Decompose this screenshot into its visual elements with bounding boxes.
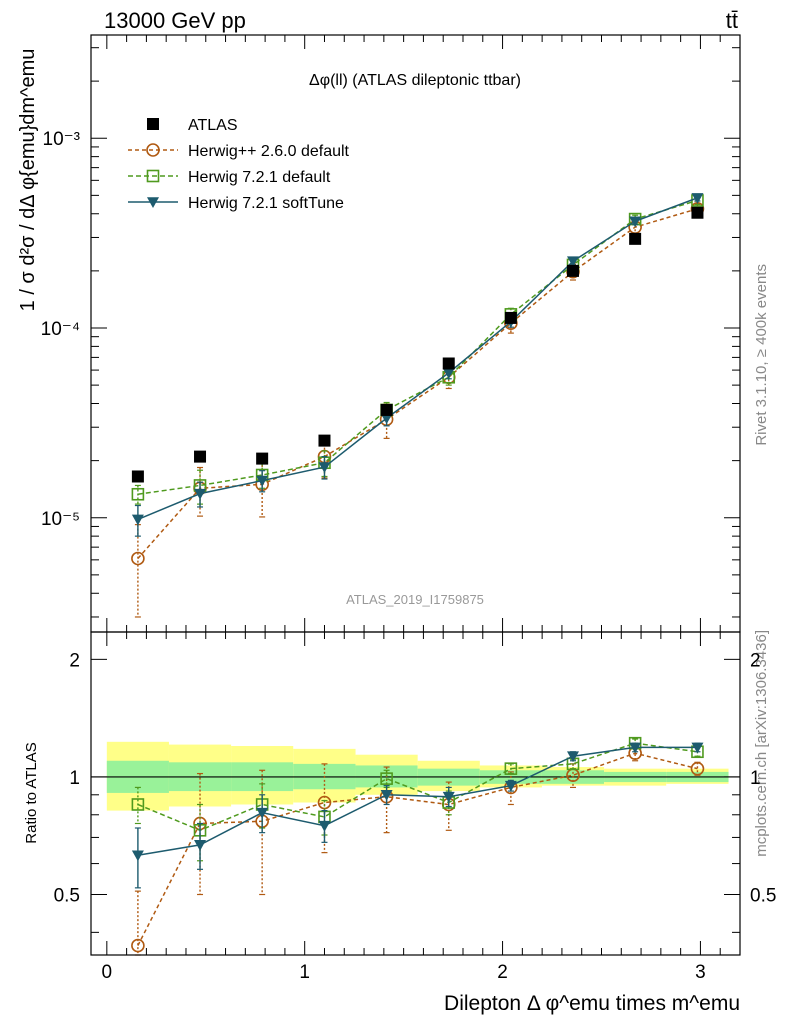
- data-point: [690, 761, 705, 776]
- series-herwig-7-2-1-softtune: [131, 742, 704, 889]
- data-point: [380, 772, 393, 785]
- process-label: tt̄: [726, 8, 738, 33]
- x-tick-label: 0: [102, 962, 113, 983]
- y-tick-label-right: 1: [750, 768, 761, 789]
- data-point: [147, 118, 159, 130]
- data-point: [318, 820, 331, 832]
- y-tick-label: 0.5: [54, 886, 80, 907]
- series-line: [137, 197, 698, 521]
- data-point: [691, 206, 704, 219]
- x-tick-label: 3: [695, 962, 706, 983]
- y-tick-label: 1: [69, 768, 80, 789]
- y-axis-label: 1 / σ d²σ / dΔ φ{emu}dm^emu: [17, 49, 39, 312]
- data-point: [256, 807, 269, 819]
- data-point: [691, 742, 704, 754]
- x-tick-label: 2: [497, 962, 508, 983]
- series-herwig-7-2-1-softtune: [131, 193, 704, 537]
- legend-label: ATLAS: [188, 117, 238, 134]
- y-tick-label-right: 2: [750, 650, 761, 671]
- data-point: [131, 514, 144, 526]
- data-point: [317, 795, 332, 810]
- data-point: [442, 791, 455, 803]
- data-point: [194, 840, 207, 851]
- data-point: [504, 780, 517, 792]
- data-point: [318, 434, 331, 447]
- data-point: [380, 413, 393, 425]
- watermark: ATLAS_2019_I1759875: [346, 592, 484, 607]
- legend: ATLAS Herwig++ 2.6.0 default Herwig 7.2.1 …: [128, 117, 350, 212]
- y-tick-label-right: 0.5: [750, 886, 776, 907]
- data-point: [131, 798, 145, 811]
- data-point: [629, 216, 642, 228]
- legend-label: Herwig 7.2.1 default: [188, 169, 331, 186]
- data-point: [442, 357, 455, 370]
- x-tick-label: 1: [299, 962, 310, 983]
- series-line: [137, 746, 698, 857]
- data-point: [194, 488, 207, 500]
- ratio-y-axis-label: Ratio to ATLAS: [23, 742, 40, 843]
- source-label: mcplots.cern.ch [arXiv:1306.3436]: [753, 630, 770, 857]
- data-point: [567, 751, 580, 763]
- series-atlas: [131, 206, 704, 483]
- data-point: [131, 487, 145, 501]
- data-point: [567, 256, 580, 268]
- legend-label: Herwig++ 2.6.0 default: [188, 143, 350, 160]
- data-point: [629, 742, 642, 754]
- legend-item: ATLAS: [147, 117, 238, 134]
- rivet-label: Rivet 3.1.10, ≥ 400k events: [753, 264, 770, 446]
- main-title: Δφ(ll) (ATLAS dileptonic ttbar): [309, 72, 521, 89]
- data-point: [442, 368, 455, 379]
- data-point: [504, 311, 517, 324]
- data-point: [146, 169, 160, 183]
- main-panel: 10⁻⁵ 10⁻⁴ 10⁻³ Δφ(ll) (ATLAS dileptonic tt…: [17, 34, 741, 633]
- legend-label: Herwig 7.2.1 softTune: [188, 195, 344, 212]
- series-line: [137, 752, 698, 946]
- data-point: [380, 789, 393, 801]
- energy-label: 13000 GeV pp: [104, 8, 246, 33]
- series-line: [137, 742, 698, 832]
- y-tick-label: 10⁻³: [43, 129, 81, 150]
- data-point: [629, 232, 642, 245]
- data-point: [567, 264, 580, 277]
- data-point: [566, 768, 580, 783]
- data-point: [380, 403, 393, 416]
- legend-item: Herwig 7.2.1 softTune: [128, 195, 344, 212]
- ratio-frame: [90, 631, 741, 956]
- data-point: [131, 938, 145, 953]
- data-point: [256, 475, 269, 487]
- data-point: [194, 450, 207, 463]
- data-point: [147, 197, 159, 208]
- y-tick-label: 2: [69, 650, 80, 671]
- ratio-panel: 0 1 2 3 0.5 0.5 1 1 2 2 Ratio to ATLAS Dilepton Δ…: [23, 631, 776, 1015]
- legend-item: Herwig 7.2.1 default: [128, 169, 331, 186]
- data-point: [318, 462, 331, 474]
- data-point: [691, 193, 704, 204]
- legend-item: Herwig++ 2.6.0 default: [128, 143, 350, 160]
- y-tick-label: 10⁻⁴: [41, 319, 80, 340]
- y-tick-label: 10⁻⁵: [41, 509, 80, 530]
- data-point: [131, 470, 144, 483]
- x-axis-label: Dilepton Δ φ^emu times m^emu: [444, 992, 740, 1015]
- data-point: [256, 452, 269, 465]
- data-point: [131, 551, 145, 566]
- data-point: [131, 850, 144, 862]
- data-point: [146, 143, 160, 157]
- data-point: [504, 762, 518, 775]
